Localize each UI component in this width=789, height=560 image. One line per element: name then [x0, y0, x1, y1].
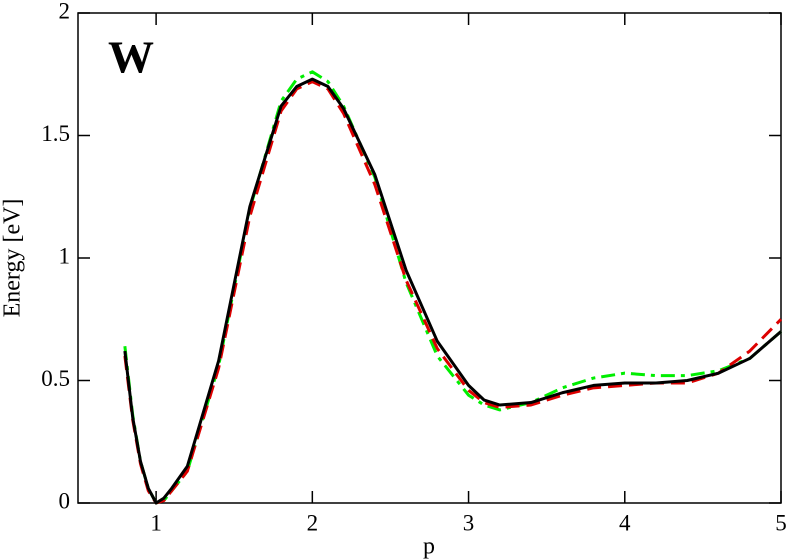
data-line [123, 77, 782, 505]
annotation: W [108, 32, 154, 83]
y-tick-label: 1 [59, 243, 71, 268]
x-axis-label: p [423, 534, 435, 560]
y-tick-label: 2 [59, 0, 71, 23]
data-line [123, 80, 783, 505]
x-tick-label: 1 [150, 510, 162, 535]
x-tick-label: 2 [307, 510, 319, 535]
x-tick-label: 3 [463, 510, 475, 535]
y-tick-label: 0.5 [41, 366, 70, 391]
y-tick-label: 1.5 [41, 121, 70, 146]
x-tick-label: 5 [775, 510, 787, 535]
data-line [123, 70, 782, 505]
plot-frame [77, 12, 782, 504]
y-axis-label: Energy [eV] [0, 199, 26, 318]
x-tick-label: 4 [619, 510, 631, 535]
y-tick-label: 0 [59, 488, 71, 513]
